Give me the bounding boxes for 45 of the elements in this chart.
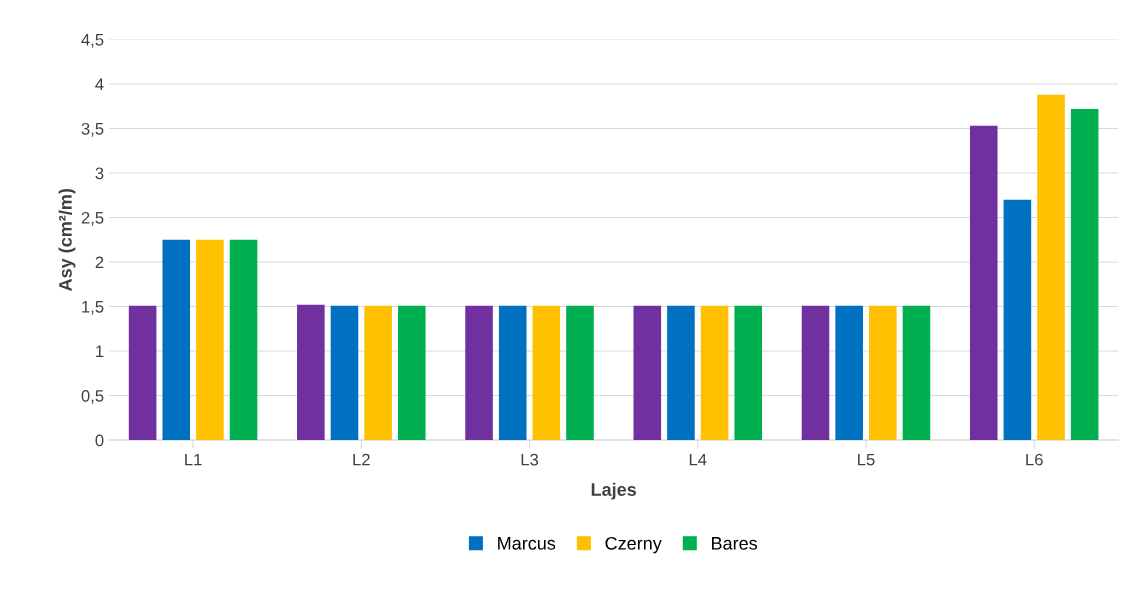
bar [397, 305, 426, 441]
bar [330, 305, 359, 441]
y-tick-label: 0 [95, 434, 104, 447]
legend-label: Marcus [498, 537, 556, 550]
y-tick-label: 0,5 [81, 389, 104, 404]
bar [869, 305, 897, 441]
legend-label: Czerny [605, 536, 662, 554]
bar [969, 125, 998, 441]
x-tick-label: L6 [1026, 453, 1043, 466]
y-tick-label: 3,5 [81, 122, 104, 137]
bar [498, 305, 527, 441]
bar [297, 304, 325, 441]
bar [532, 305, 561, 441]
x-tick-label: L5 [858, 453, 875, 466]
bar [700, 305, 729, 441]
bar [196, 239, 224, 441]
y-tick-label: 4,5 [81, 34, 104, 48]
bar [1070, 108, 1099, 441]
y-tick-label: 1 [96, 345, 104, 358]
y-tick-label: 3 [95, 167, 104, 180]
bar [364, 305, 392, 441]
bar [835, 305, 863, 441]
bar [1003, 199, 1032, 441]
bar [734, 305, 763, 441]
bar [566, 305, 594, 441]
x-axis-title: Lajes [591, 482, 636, 500]
bar [229, 239, 258, 441]
bar [902, 305, 931, 441]
bar [465, 305, 493, 441]
x-tick-label: L3 [521, 453, 539, 466]
y-tick-label: 2 [95, 256, 104, 269]
y-tick-label: 1,5 [82, 301, 104, 315]
legend-label: Bares [712, 537, 758, 550]
bar [633, 305, 662, 441]
bar [162, 239, 191, 441]
bar [1037, 94, 1065, 441]
bar [667, 305, 695, 441]
x-tick-label: L1 [185, 453, 202, 466]
y-axis-title: Asy (cm²/m) [58, 188, 76, 291]
y-tick-label: 4 [95, 78, 104, 91]
x-tick-label: L4 [689, 453, 707, 466]
y-tick-label: 2,5 [81, 211, 104, 226]
bar [801, 305, 830, 441]
bar [128, 305, 157, 441]
x-tick-label: L2 [353, 453, 370, 466]
